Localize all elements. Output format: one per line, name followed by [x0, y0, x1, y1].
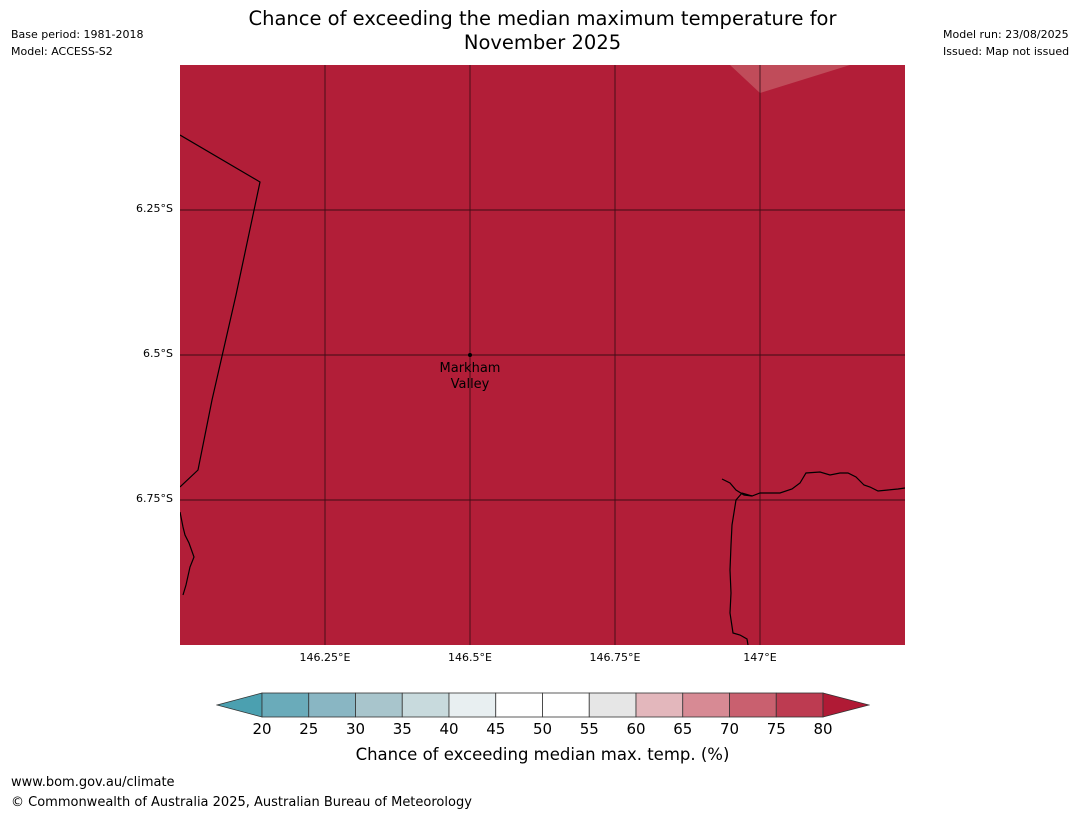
colorbar-tick-label: 65 [673, 720, 693, 738]
river-line-southeast [729, 492, 753, 645]
colorbar-tick-label: 40 [439, 720, 459, 738]
colorbar-tick-label: 50 [532, 720, 553, 738]
colorbar-tick-label: 80 [813, 720, 833, 738]
colorbar-tick-label: 60 [626, 720, 646, 738]
lon-tick-146-5: 146.5°E [448, 651, 492, 664]
map-title-line-2: November 2025 [463, 31, 622, 54]
colorbar-segment [401, 692, 450, 718]
colorbar-segment [635, 692, 684, 718]
colorbar-segment [542, 692, 590, 718]
base-period-text: Base period: 1981-2018 [11, 28, 144, 41]
colorbar-segment [308, 692, 356, 718]
colorbar-tick-label: 25 [299, 720, 319, 738]
colorbar-segment [261, 692, 310, 718]
place-label-markham: Markham [440, 361, 501, 376]
forecast-metadata-left: Base period: 1981-2018 Model: ACCESS-S2 [11, 26, 143, 60]
lat-tick-6-75: 6.75°S [136, 492, 173, 505]
colorbar-segment [448, 692, 497, 718]
place-label-valley: Valley [451, 377, 490, 392]
colorbar-tick-label: 20 [252, 720, 272, 738]
colorbar-tick-label: 35 [392, 720, 412, 738]
boundary-line-west [180, 134, 261, 488]
colorbar-tick-label: 70 [719, 720, 740, 738]
markham-valley-marker [468, 353, 472, 357]
lat-tick-6-25: 6.25°S [136, 202, 173, 215]
map-title-line-1: Chance of exceeding the median maximum t… [248, 7, 837, 30]
coastline-southwest [180, 511, 195, 596]
colorbar-tick-label: 30 [345, 720, 366, 738]
colorbar [216, 692, 870, 718]
colorbar-segment [355, 692, 403, 718]
lon-tick-146-75: 146.75°E [589, 651, 641, 664]
colorbar-segment [775, 692, 824, 718]
model-run-text: Model run: 23/08/2025 [943, 28, 1069, 41]
model-text: Model: ACCESS-S2 [11, 45, 113, 58]
lon-tick-146-25: 146.25°E [299, 651, 351, 664]
coastlines [180, 134, 905, 645]
colorbar-segment [682, 692, 730, 718]
colorbar-tick-label: 55 [579, 720, 599, 738]
lat-tick-6-5: 6.5°S [143, 347, 173, 360]
bom-url-text: www.bom.gov.au/climate [11, 775, 175, 790]
colorbar-segment [588, 692, 637, 718]
colorbar-over-arrow [822, 692, 870, 718]
colorbar-segment [729, 692, 777, 718]
issued-text: Issued: Map not issued [943, 45, 1070, 58]
lon-tick-147: 147°E [743, 651, 777, 664]
colorbar-tick-label: 45 [486, 720, 506, 738]
map-gridlines [180, 65, 905, 645]
map-title: Chance of exceeding the median maximum t… [180, 7, 905, 55]
colorbar-under-arrow [216, 692, 263, 718]
coastline-southeast [721, 471, 905, 497]
colorbar-segment [495, 692, 543, 718]
forecast-metadata-right: Model run: 23/08/2025 Issued: Map not is… [943, 26, 1069, 60]
colorbar-label: Chance of exceeding median max. temp. (%… [355, 745, 730, 764]
copyright-text: © Commonwealth of Australia 2025, Austra… [11, 795, 472, 810]
colorbar-tick-label: 75 [766, 720, 786, 738]
forecast-map[interactable]: Markham Valley [180, 65, 905, 645]
